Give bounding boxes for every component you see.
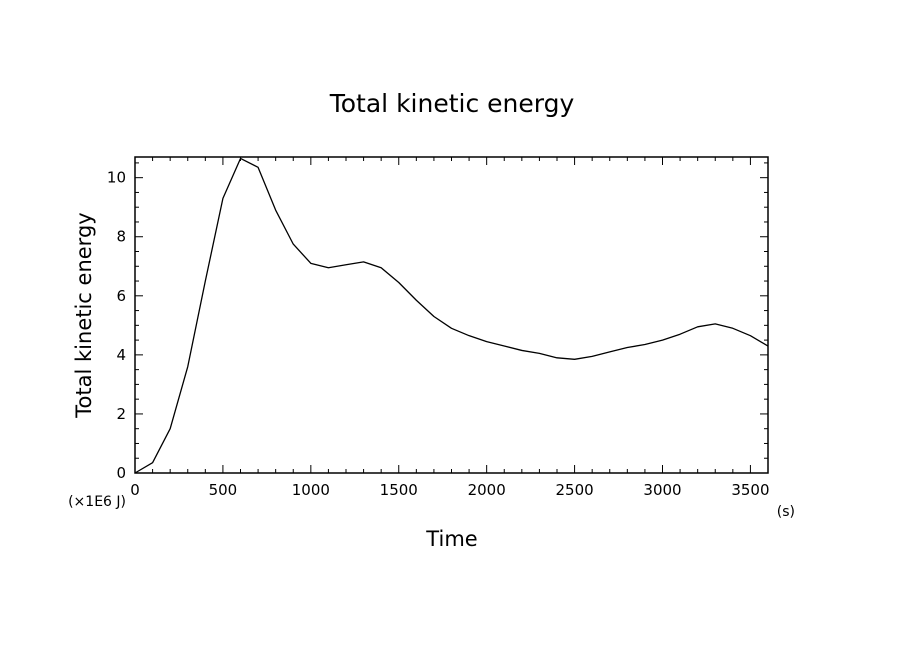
x-tick-label: 1000 xyxy=(292,481,330,499)
x-tick-label: 2000 xyxy=(468,481,506,499)
x-tick-label: 2500 xyxy=(555,481,593,499)
x-axis-title: Time xyxy=(425,527,477,551)
y-unit-label: (×1E6 J) xyxy=(68,494,126,510)
x-tick-label: 500 xyxy=(209,481,238,499)
y-tick-label: 2 xyxy=(116,405,126,423)
x-tick-label: 3000 xyxy=(643,481,681,499)
x-tick-label: 1500 xyxy=(380,481,418,499)
x-unit-label: (s) xyxy=(777,504,795,520)
plot-area: 0 500 1000 1500 2000 2500 3000 3500 0 2 4 6 8 10 xyxy=(107,156,770,499)
y-tick-label: 8 xyxy=(116,228,126,246)
chart-title: Total kinetic energy xyxy=(329,89,575,118)
x-tick-label: 0 xyxy=(130,481,140,499)
plot-frame xyxy=(134,156,769,474)
x-tick-label: 3500 xyxy=(731,481,769,499)
y-tick-label: 4 xyxy=(116,346,126,364)
y-tick-label: 6 xyxy=(116,287,126,305)
y-tick-label: 0 xyxy=(116,464,126,482)
series-line-0 xyxy=(134,157,769,474)
y-tick-label: 10 xyxy=(107,169,126,187)
y-axis-title: Total kinetic energy xyxy=(72,212,96,418)
